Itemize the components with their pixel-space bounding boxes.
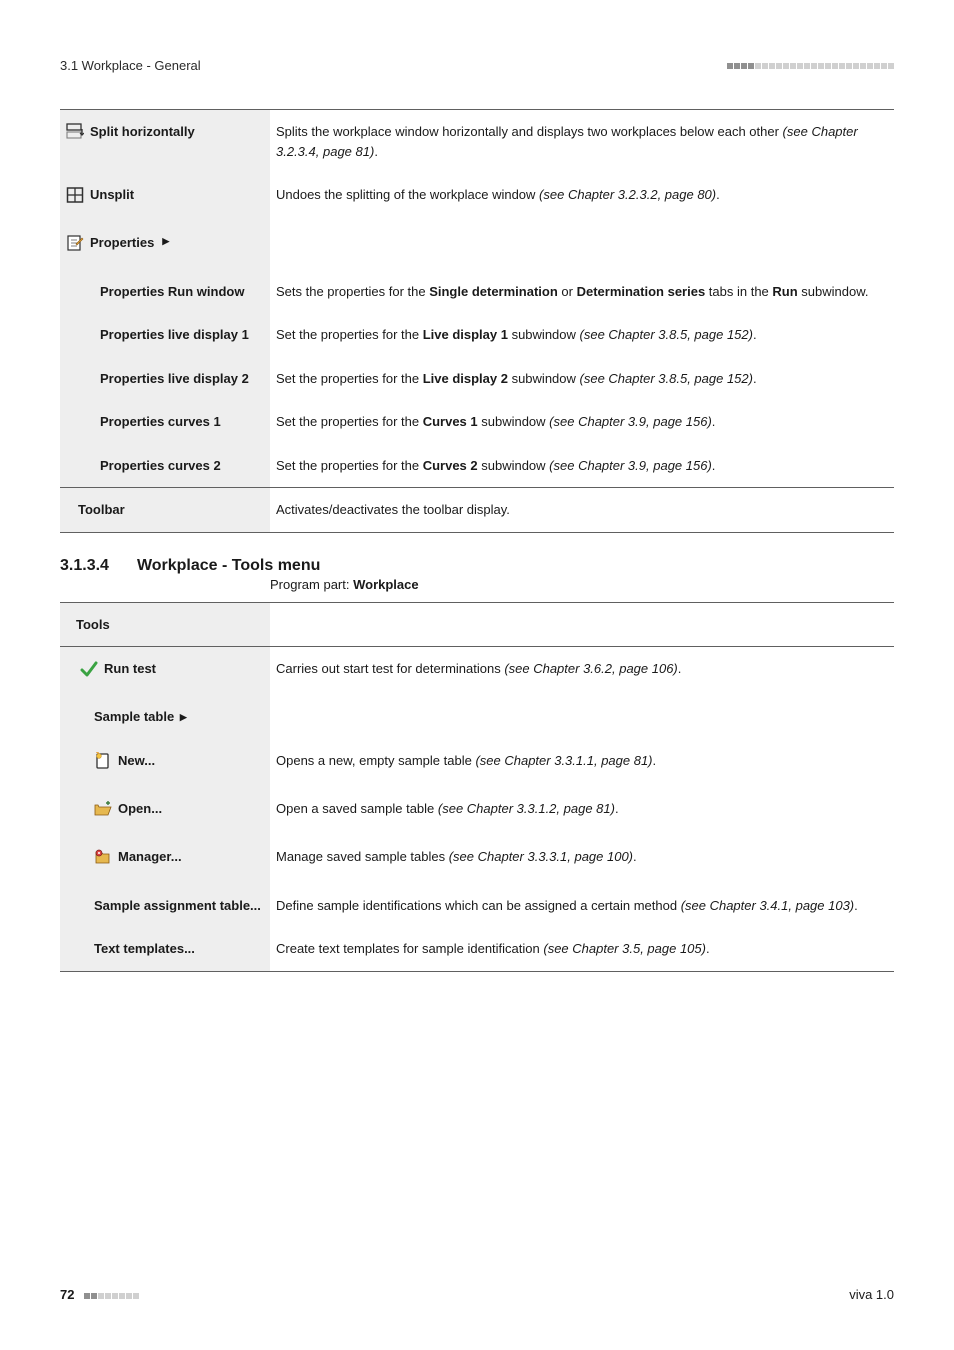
properties-icon (66, 234, 84, 252)
menu-item-description: Set the properties for the Curves 2 subw… (270, 444, 894, 488)
manager-icon (94, 848, 112, 866)
menu-item-label: New... (118, 751, 155, 771)
table-row: Manager... Manage saved sample tables (s… (60, 835, 894, 883)
table-row: Properties curves 2 Set the properties f… (60, 444, 894, 488)
menu-item-description: Set the properties for the Live display … (270, 357, 894, 401)
menu-item-label: Manager... (118, 847, 182, 867)
menu-item-label: Sample assignment table... (60, 884, 270, 928)
menu-item-label: Properties live display 2 (60, 357, 270, 401)
table-row: Properties curves 1 Set the properties f… (60, 400, 894, 444)
menu-item-label: Properties curves 2 (60, 444, 270, 488)
section-number: 3.1.3.4 (60, 557, 109, 575)
page-footer: 72 viva 1.0 (60, 1287, 894, 1302)
section-title: Workplace - Tools menu (137, 557, 320, 575)
table-row: Sample assignment table... Define sample… (60, 884, 894, 928)
page-number: 72 (60, 1287, 139, 1302)
unsplit-icon (66, 186, 84, 204)
menu-item-description: Manage saved sample tables (see Chapter … (270, 835, 894, 883)
menu-item-label: Split horizontally (90, 122, 195, 142)
menu-item-label: Open... (118, 799, 162, 819)
menu-item-label: Toolbar (60, 488, 270, 533)
header-ornament (727, 63, 894, 69)
menu-item-description: Set the properties for the Curves 1 subw… (270, 400, 894, 444)
footer-ornament (84, 1293, 139, 1299)
menu-item-description: Sets the properties for the Single deter… (270, 270, 894, 314)
menu-item-label: Properties Run window (60, 270, 270, 314)
menu-item-label: Properties (90, 233, 154, 253)
menu-item-label: Text templates... (60, 927, 270, 971)
submenu-arrow-icon: ▶ (180, 711, 187, 725)
split-horizontal-icon (66, 123, 84, 141)
table-row: Unsplit Undoes the splitting of the work… (60, 173, 894, 221)
tools-header: Tools (60, 602, 270, 647)
tools-menu-table: Tools Run test Carries out start test fo… (60, 602, 894, 972)
table-row: Properties ▶ (60, 221, 894, 269)
menu-item-description (270, 221, 894, 269)
section-heading: 3.1.3.4 Workplace - Tools menu (60, 557, 894, 575)
menu-item-description: Splits the workplace window horizontally… (270, 110, 894, 174)
submenu-arrow-icon: ▶ (162, 235, 169, 249)
check-icon (80, 660, 98, 678)
menu-item-description: Undoes the splitting of the workplace wi… (270, 173, 894, 221)
menu-item-description: Define sample identifications which can … (270, 884, 894, 928)
open-icon (94, 800, 112, 818)
new-icon (94, 752, 112, 770)
breadcrumb: 3.1 Workplace - General (60, 58, 201, 73)
menu-item-description: Opens a new, empty sample table (see Cha… (270, 739, 894, 787)
menu-item-label: Unsplit (90, 185, 134, 205)
table-row: Sample table ▶ (60, 695, 894, 739)
menu-item-description: Carries out start test for determination… (270, 647, 894, 696)
table-row: Split horizontally Splits the workplace … (60, 110, 894, 174)
program-part-label: Program part: Workplace (270, 577, 894, 592)
table-row: Toolbar Activates/deactivates the toolba… (60, 488, 894, 533)
table-row: Tools (60, 602, 894, 647)
menu-item-description: Activates/deactivates the toolbar displa… (270, 488, 894, 533)
table-row: Properties live display 1 Set the proper… (60, 313, 894, 357)
menu-item-label: Run test (104, 659, 156, 679)
menu-item-label: Properties live display 1 (60, 313, 270, 357)
table-row: Open... Open a saved sample table (see C… (60, 787, 894, 835)
table-row: Properties Run window Sets the propertie… (60, 270, 894, 314)
table-row: Text templates... Create text templates … (60, 927, 894, 971)
page-header: 3.1 Workplace - General (60, 58, 894, 73)
table-row: Run test Carries out start test for dete… (60, 647, 894, 696)
view-menu-table: Split horizontally Splits the workplace … (60, 109, 894, 533)
table-row: New... Opens a new, empty sample table (… (60, 739, 894, 787)
table-row: Properties live display 2 Set the proper… (60, 357, 894, 401)
menu-item-label: Sample table (94, 709, 174, 724)
menu-item-description: Create text templates for sample identif… (270, 927, 894, 971)
menu-item-description: Open a saved sample table (see Chapter 3… (270, 787, 894, 835)
menu-item-description: Set the properties for the Live display … (270, 313, 894, 357)
footer-right: viva 1.0 (849, 1287, 894, 1302)
menu-item-label: Properties curves 1 (60, 400, 270, 444)
